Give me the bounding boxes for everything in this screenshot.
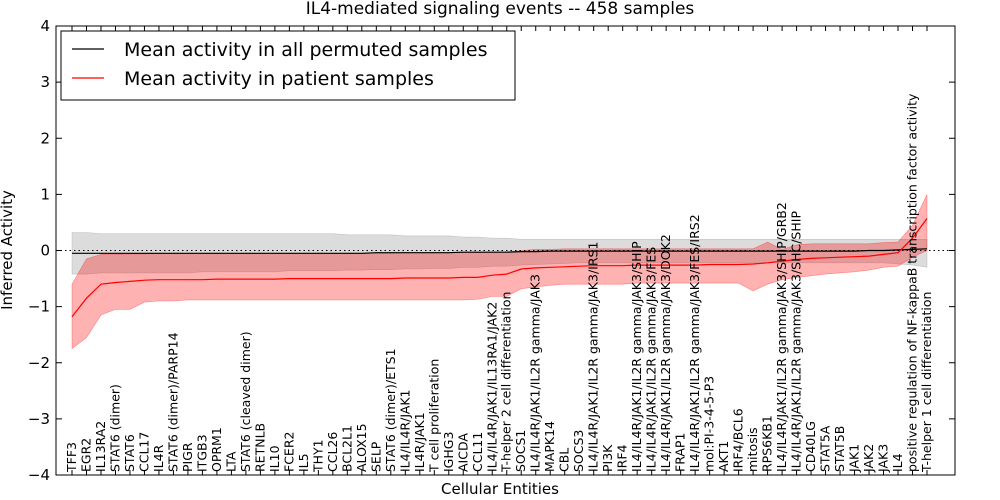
y-tick-label: 1 <box>40 185 50 203</box>
entity-label: CD40LG <box>803 421 818 472</box>
entity-label: positive regulation of NF-kappaB transcr… <box>905 93 920 472</box>
entity-label: STAT6 (dimer)/PARP14 <box>165 332 180 472</box>
legend-label-permuted: Mean activity in all permuted samples <box>124 39 487 61</box>
entity-label: STAT5B <box>832 426 847 472</box>
y-axis-label: Inferred Activity <box>0 190 16 310</box>
entity-label: RETNLB <box>252 423 267 472</box>
series-lines <box>71 218 928 318</box>
legend-box <box>60 30 516 101</box>
entity-label: THY1 <box>310 439 325 473</box>
y-tick-label: 0 <box>40 242 50 260</box>
entity-label: STAT6 (dimer) <box>108 384 123 472</box>
entity-labels: TFF3 EGR2 IL13RA2 STAT6 (dimer) STAT6 CCL17 IL… <box>64 93 934 473</box>
entity-label: T cell proliferation <box>426 359 441 473</box>
entity-label: JAK2 <box>861 444 876 473</box>
entity-label: IL4R <box>151 444 166 472</box>
permuted-band <box>71 232 928 275</box>
entity-label: FCER2 <box>281 432 296 472</box>
entity-label: JAK1 <box>847 444 862 473</box>
entity-label: TFF3 <box>64 442 79 473</box>
legend: Mean activity in all permuted samples Me… <box>60 30 516 101</box>
x-axis-ticks <box>71 26 928 475</box>
entity-label: JAK3 <box>876 444 891 473</box>
entity-label: FRAP1 <box>673 433 688 472</box>
chart-title: IL4-mediated signaling events -- 458 sam… <box>306 0 695 19</box>
entity-label: SELP <box>368 441 383 472</box>
y-tick-label: 3 <box>40 73 50 91</box>
entity-label: CCL17 <box>137 432 152 472</box>
entity-label: IL4/IL4R/JAK1/IL2R gamma/JAK3/DOK2 <box>658 234 673 472</box>
y-tick-label: 4 <box>40 17 50 35</box>
entity-label: AKT1 <box>716 441 731 472</box>
x-axis-label: Cellular Entities <box>441 480 559 498</box>
entity-label: IL4/IL4R/JAK1/IL2R gamma/JAK3/SHC/SHIP <box>789 211 804 472</box>
entity-label: BCL2L1 <box>339 425 354 472</box>
entity-label: mol:PI-3-4-5-P3 <box>702 376 717 472</box>
entity-label: STAT5A <box>818 425 833 472</box>
entity-label: IGHG3 <box>441 432 456 472</box>
entity-label: mitosis <box>745 427 760 472</box>
confidence-bands <box>71 194 928 350</box>
y-tick-label: −1 <box>28 298 50 316</box>
entity-label: IL4R/JAK1 <box>412 412 427 472</box>
entity-label: IL4/IL4R/JAK1/IL2R gamma/JAK3/IRS1 <box>586 242 601 472</box>
entity-label: RPS6KB1 <box>760 415 775 472</box>
entity-label: IL10 <box>267 445 282 472</box>
entity-label: IL13RA2 <box>93 421 108 472</box>
entity-label: STAT6 (cleaved dimer) <box>238 331 253 472</box>
entity-label: MAPK14 <box>542 421 557 472</box>
entity-label: CBL <box>557 448 572 472</box>
entity-label: PIGR <box>180 442 195 472</box>
entity-label: IL4/IL4R/JAK1/IL13RA1/JAK2 <box>484 302 499 472</box>
entity-label: ITGB3 <box>194 434 209 472</box>
y-tick-label: −2 <box>28 354 50 372</box>
entity-label: SOCS1 <box>513 430 528 472</box>
entity-label: CCL11 <box>470 432 485 472</box>
entity-label: STAT6 (dimer)/ETS1 <box>383 348 398 472</box>
entity-label: IL4/IL4R/JAK1 <box>397 390 412 472</box>
entity-label: OPRM1 <box>209 427 224 472</box>
entity-label: IL4/IL4R/JAK1/IL2R gamma/JAK3/SHIP <box>629 241 644 472</box>
entity-label: AICDA <box>455 433 470 472</box>
entity-label: IRF4/BCL6 <box>731 408 746 472</box>
permuted-mean-line <box>72 248 928 254</box>
entity-label: T-helper 1 cell differentiation <box>919 292 934 473</box>
legend-label-patient: Mean activity in patient samples <box>124 68 434 90</box>
patient-mean-line <box>71 218 928 318</box>
entity-label: CCL26 <box>325 432 340 472</box>
entity-label: ALOX15 <box>354 423 369 472</box>
y-tick-label: 2 <box>40 129 50 147</box>
entity-label: STAT6 <box>122 434 137 472</box>
entity-label: IL4/IL4R/JAK1/IL2R gamma/JAK3 <box>528 274 543 472</box>
entity-label: IL4 <box>890 453 905 472</box>
entity-label: IL4/IL4R/JAK1/IL2R gamma/JAK3/FES/IRS2 <box>687 214 702 472</box>
entity-label: IRF4 <box>615 444 630 472</box>
entity-label: IL4/IL4R/JAK1/IL2R gamma/JAK3/FES <box>644 247 659 472</box>
entity-label: IL4/IL4R/JAK1/IL2R gamma/JAK3/SHIP/GRB2 <box>774 202 789 472</box>
y-tick-label: −4 <box>28 466 50 484</box>
entity-label: T-helper 2 cell differentiation <box>499 292 514 473</box>
entity-label: IL5 <box>296 453 311 472</box>
entity-label: LTA <box>223 451 238 472</box>
entity-label: EGR2 <box>79 438 94 472</box>
y-tick-label: −3 <box>28 410 50 428</box>
plot-frame <box>55 25 956 476</box>
entity-label: SOCS3 <box>571 430 586 472</box>
entity-label: PI3K <box>600 444 615 472</box>
